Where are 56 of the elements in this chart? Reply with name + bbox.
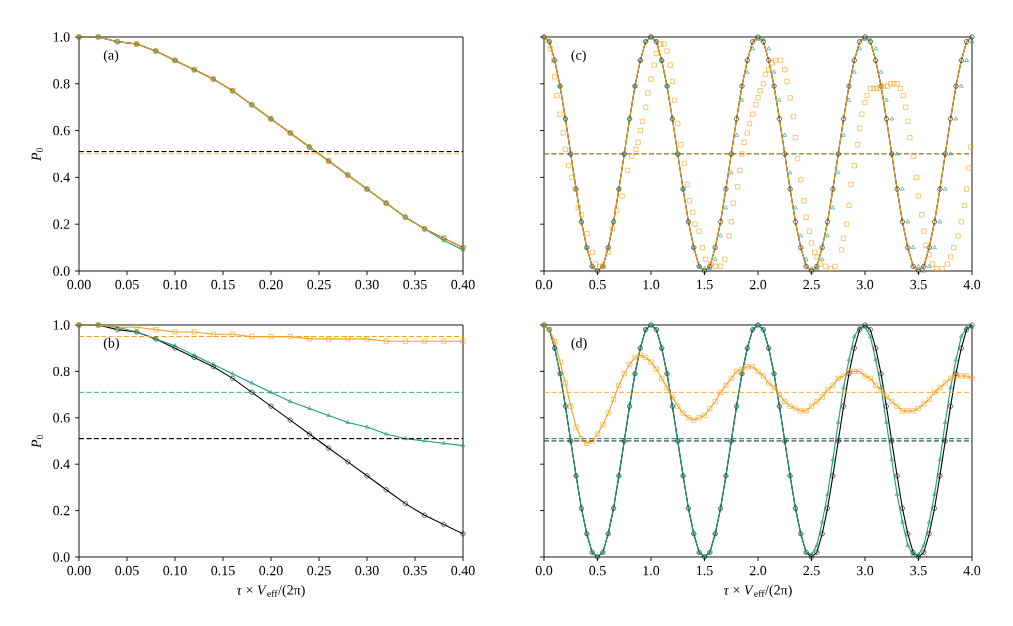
- x-tick-label: 3.5: [910, 279, 927, 290]
- x-tick-label: 0.10: [163, 565, 187, 576]
- y-tick-label: 0.2: [53, 505, 70, 516]
- x-tick-label: 0.15: [211, 279, 235, 290]
- x-tick-label: 3.0: [856, 279, 874, 290]
- x-tick-label: 0.0: [535, 565, 553, 576]
- x-tick-label: 0.40: [451, 279, 475, 290]
- x-tick-label: 1.0: [643, 565, 660, 576]
- y-tick-label: 0.8: [53, 366, 70, 377]
- x-tick-label: 0.05: [115, 279, 139, 290]
- x-tick-label: 0.00: [67, 279, 91, 290]
- x-tick-label: 0.20: [259, 565, 283, 576]
- x-tick-label: 1.5: [696, 565, 713, 576]
- x-tick-label: 4.0: [963, 565, 981, 576]
- y-tick-label: 0.2: [53, 219, 70, 229]
- x-tick-label: 0.5: [589, 565, 606, 576]
- x-tick-label: 0.0: [535, 279, 553, 290]
- y-axis-title: P$_{0}$: [31, 434, 44, 449]
- x-tick-label: 0.40: [451, 565, 475, 576]
- x-tick-label: 0.5: [589, 279, 606, 290]
- y-tick-label: 0.6: [53, 413, 70, 423]
- y-tick-label: 0.8: [53, 79, 70, 89]
- annotation: (b): [103, 337, 119, 351]
- x-tick-label: 2.5: [803, 565, 820, 576]
- x-tick-label: 0.30: [355, 565, 379, 576]
- x-tick-label: 0.15: [211, 565, 235, 576]
- x-tick-label: 0.35: [403, 565, 427, 576]
- x-tick-label: 2.5: [803, 279, 820, 290]
- x-tick-label: 1.5: [696, 279, 713, 290]
- y-tick-label: 0.4: [53, 172, 70, 183]
- y-tick-label: 1.0: [53, 320, 70, 330]
- y-axis-title: P$_{0}$: [31, 147, 44, 162]
- x-tick-label: 0.00: [67, 565, 91, 576]
- x-tick-label: 3.0: [856, 565, 874, 576]
- x-tick-label: 0.10: [163, 279, 187, 290]
- x-tick-label: 1.0: [643, 279, 660, 290]
- x-tick-label: 3.5: [910, 565, 927, 576]
- x-tick-label: 0.25: [307, 279, 331, 290]
- x-tick-label: 4.0: [963, 279, 981, 290]
- annotation: (c): [571, 49, 586, 63]
- annotation: (d): [571, 337, 587, 351]
- x-tick-label: 2.0: [749, 279, 767, 290]
- x-tick-label: 0.20: [259, 279, 283, 290]
- y-tick-label: 0.0: [53, 552, 70, 562]
- y-tick-label: 0.6: [53, 125, 70, 136]
- x-tick-label: 0.05: [115, 565, 139, 576]
- x-tick-label: 0.25: [307, 565, 331, 576]
- x-tick-label: 0.35: [403, 279, 427, 290]
- x-tick-label: 2.0: [749, 565, 767, 576]
- y-tick-label: 1.0: [53, 32, 70, 42]
- x-tick-label: 0.30: [355, 279, 379, 290]
- annotation: (a): [103, 49, 119, 63]
- y-tick-label: 0.0: [53, 266, 70, 276]
- x-axis-title: τ × V$_{eff}$/(2π): [723, 584, 792, 598]
- y-tick-label: 0.4: [53, 459, 70, 469]
- x-axis-title: τ × V$_{eff}$/(2π): [236, 584, 305, 598]
